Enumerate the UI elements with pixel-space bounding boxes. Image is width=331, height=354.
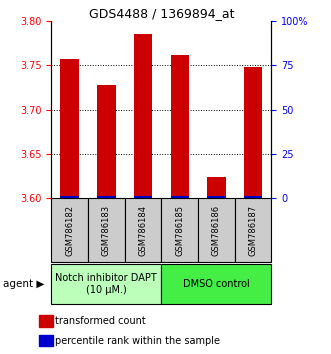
Bar: [235, 198, 271, 262]
Text: GSM786185: GSM786185: [175, 205, 184, 256]
Bar: [88, 198, 125, 262]
Text: percentile rank within the sample: percentile rank within the sample: [55, 336, 220, 346]
Bar: [170, 195, 189, 198]
Bar: [51, 264, 161, 304]
Text: agent ▶: agent ▶: [3, 279, 45, 289]
Bar: [244, 67, 262, 198]
Text: GSM786182: GSM786182: [65, 205, 74, 256]
Bar: [161, 264, 271, 304]
Text: transformed count: transformed count: [55, 316, 146, 326]
Bar: [61, 59, 79, 198]
Bar: [198, 198, 235, 262]
Bar: [134, 34, 152, 198]
Bar: [161, 198, 198, 262]
Bar: [97, 195, 116, 198]
Bar: [61, 195, 79, 198]
Text: GSM786186: GSM786186: [212, 205, 221, 256]
Text: DMSO control: DMSO control: [183, 279, 250, 289]
Text: Notch inhibitor DAPT
(10 μM.): Notch inhibitor DAPT (10 μM.): [56, 273, 157, 295]
Bar: [244, 195, 262, 198]
Bar: [207, 177, 225, 198]
Bar: [97, 85, 116, 198]
Text: GSM786187: GSM786187: [249, 205, 258, 256]
Bar: [207, 195, 225, 198]
Text: GSM786183: GSM786183: [102, 205, 111, 256]
Bar: [134, 195, 152, 198]
Text: GSM786184: GSM786184: [138, 205, 148, 256]
Bar: [125, 198, 161, 262]
Bar: [51, 198, 88, 262]
Bar: [39, 335, 53, 346]
Title: GDS4488 / 1369894_at: GDS4488 / 1369894_at: [89, 7, 234, 20]
Bar: [39, 315, 53, 327]
Bar: [170, 55, 189, 198]
